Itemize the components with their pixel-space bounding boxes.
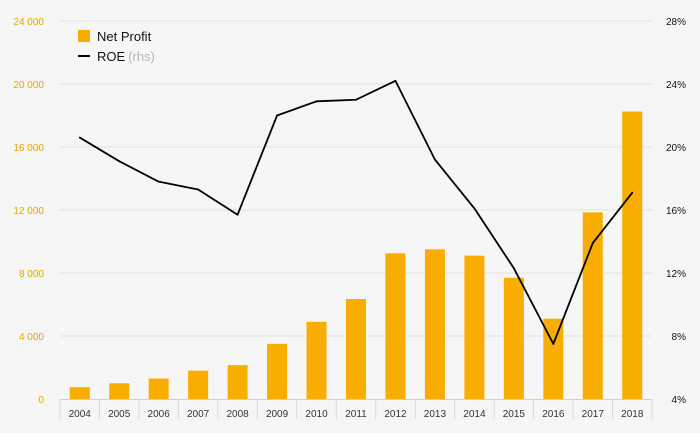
- legend-label-roe: ROE: [97, 48, 126, 64]
- bar: [69, 387, 90, 399]
- roe-point: [552, 342, 555, 345]
- y-right-tick-label: 4%: [672, 395, 687, 406]
- x-tick-label: 2018: [621, 409, 644, 420]
- roe-point: [394, 79, 397, 82]
- y-right-tick-label: 20%: [666, 143, 686, 154]
- y-right-tick-label: 24%: [666, 80, 686, 91]
- y-left-tick-label: 20 000: [13, 80, 44, 91]
- x-tick-label: 2007: [187, 409, 210, 420]
- roe-point: [591, 242, 594, 244]
- y-right-tick-label: 28%: [666, 17, 686, 28]
- y-left-tick-label: 0: [38, 395, 44, 406]
- legend-swatch-bar: [78, 30, 90, 42]
- roe-point: [276, 114, 278, 117]
- x-tick-label: 2009: [266, 409, 289, 420]
- y-left-tick-label: 8 000: [19, 269, 44, 280]
- y-left-tick-label: 16 000: [13, 143, 44, 154]
- roe-point: [118, 160, 121, 163]
- x-tick-label: 2013: [424, 409, 447, 420]
- x-tick-label: 2015: [503, 409, 526, 420]
- bar: [306, 321, 327, 399]
- roe-point: [197, 188, 200, 191]
- bar: [503, 277, 524, 399]
- x-tick-label: 2016: [542, 409, 565, 420]
- roe-point: [355, 98, 357, 101]
- bar: [227, 365, 248, 399]
- x-tick-label: 2008: [226, 409, 249, 420]
- x-tick-label: 2006: [148, 409, 171, 420]
- x-tick-label: 2010: [305, 409, 328, 420]
- y-right-tick-label: 16%: [666, 206, 686, 217]
- bar: [188, 370, 209, 399]
- bar: [385, 253, 406, 399]
- y-right-tick-label: 8%: [672, 332, 687, 343]
- y-left-tick-label: 24 000: [13, 17, 44, 28]
- bar: [582, 212, 603, 399]
- roe-point: [631, 191, 634, 194]
- x-tick-label: 2017: [582, 409, 605, 420]
- roe-point: [434, 158, 436, 161]
- bar: [622, 111, 643, 399]
- roe-point: [315, 100, 318, 103]
- x-tick-label: 2011: [345, 409, 367, 420]
- y-left-tick-label: 12 000: [13, 206, 44, 217]
- x-tick-label: 2012: [384, 409, 407, 420]
- roe-point: [236, 213, 239, 216]
- x-tick-label: 2004: [69, 409, 92, 420]
- roe-point: [473, 207, 476, 210]
- x-tick-label: 2014: [463, 409, 486, 420]
- bar: [424, 249, 445, 399]
- y-left-tick-label: 4 000: [19, 332, 44, 343]
- roe-point: [78, 136, 81, 139]
- roe-point: [512, 267, 515, 270]
- roe-point: [157, 180, 160, 183]
- x-tick-label: 2005: [108, 409, 131, 420]
- bar: [464, 255, 485, 399]
- legend-label-net-profit: Net Profit: [97, 28, 152, 44]
- legend-label-roe-suffix: (rhs): [128, 48, 155, 64]
- bar: [148, 378, 169, 399]
- bar: [346, 298, 366, 399]
- y-right-tick-label: 12%: [666, 269, 686, 280]
- legend: Net Profit ROE (rhs): [78, 26, 155, 66]
- legend-item-roe: ROE (rhs): [78, 46, 155, 66]
- bar: [543, 318, 564, 399]
- bar: [267, 343, 288, 399]
- bar: [109, 383, 130, 399]
- legend-swatch-line: [78, 55, 90, 57]
- legend-item-net-profit: Net Profit: [78, 26, 155, 46]
